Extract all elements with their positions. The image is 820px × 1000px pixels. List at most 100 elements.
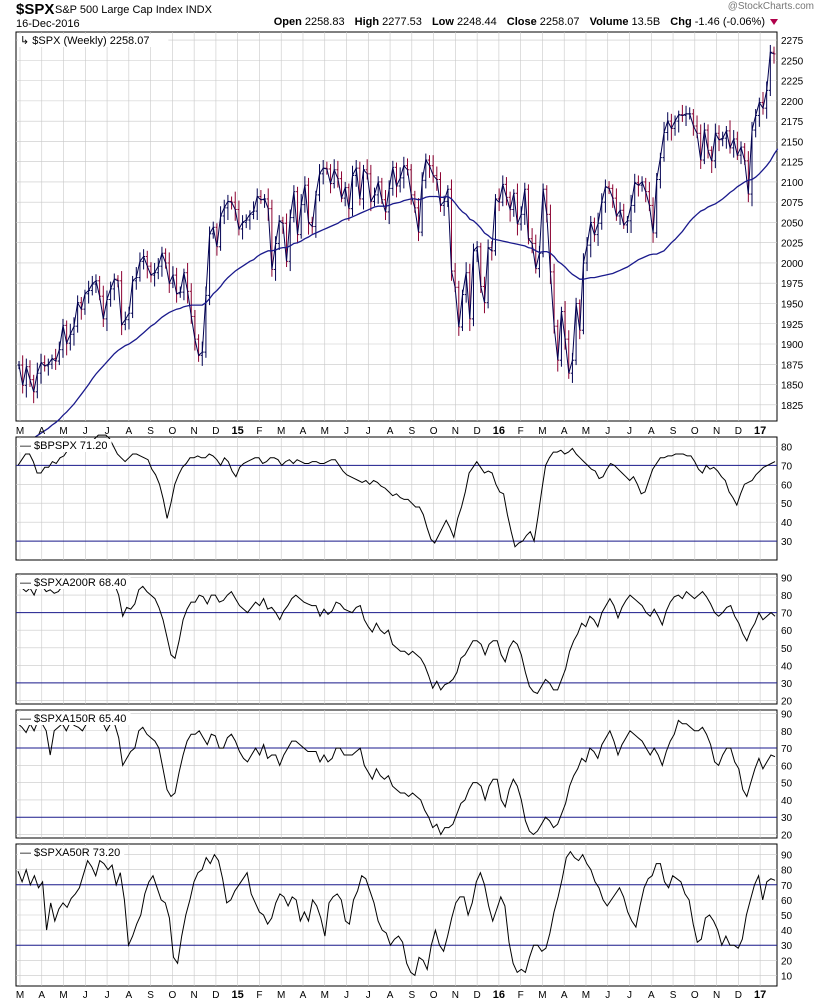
y-tick-label: 2125 bbox=[781, 158, 804, 169]
legend-box bbox=[18, 576, 131, 589]
legend-box bbox=[18, 846, 125, 859]
x-axis-label-bottom: 15 bbox=[232, 989, 244, 1000]
y-tick-label: 1925 bbox=[781, 320, 804, 331]
y-tick-label: 40 bbox=[781, 796, 793, 807]
x-axis-label-bottom: D bbox=[474, 990, 481, 1000]
x-axis-label-top: S bbox=[408, 426, 415, 437]
panel-4: 10 20 30 40 50 60 70 80 90 — $SPXA50R 73.20 bbox=[15, 843, 793, 987]
x-axis-label-top: S bbox=[147, 426, 154, 437]
x-axis-label-top: A bbox=[126, 426, 133, 437]
x-axis-label-top: D bbox=[212, 426, 219, 437]
y-tick-label: 40 bbox=[781, 661, 793, 672]
x-axis-label-top: N bbox=[452, 426, 459, 437]
y-tick-label: 70 bbox=[781, 744, 793, 755]
y-tick-label: 2100 bbox=[781, 178, 804, 189]
y-tick-label: 2200 bbox=[781, 97, 804, 108]
ohlc-summary: Open 2258.83 High 2277.53 Low 2248.44 Close… bbox=[274, 16, 772, 28]
x-axis-label-bottom: 17 bbox=[754, 989, 766, 1000]
x-axis-label-top: 15 bbox=[232, 425, 244, 437]
x-axis-label-top: N bbox=[191, 426, 198, 437]
high-label: High bbox=[354, 16, 380, 28]
panel-2: 20 30 40 50 60 70 80 90 — $SPXA200R 68.40 bbox=[15, 573, 793, 707]
y-tick-label: 10 bbox=[781, 971, 793, 982]
open-value: 2258.83 bbox=[304, 16, 345, 28]
x-axis-label-top: J bbox=[344, 426, 349, 437]
x-axis-label-bottom: S bbox=[147, 990, 154, 1000]
x-axis-label-top: N bbox=[713, 426, 720, 437]
x-axis-label-top: A bbox=[648, 426, 655, 437]
x-axis-label-bottom: J bbox=[605, 990, 610, 1000]
indicator-line bbox=[17, 580, 776, 695]
x-axis-label-top: A bbox=[561, 426, 568, 437]
y-tick-label: 60 bbox=[781, 761, 793, 772]
x-axis-label-bottom: O bbox=[430, 990, 438, 1000]
panel-frame bbox=[15, 573, 778, 705]
legend-box bbox=[18, 712, 131, 725]
legend-box bbox=[18, 439, 112, 452]
change-label: Chg bbox=[670, 16, 692, 28]
x-axis-label-bottom: J bbox=[105, 990, 110, 1000]
x-axis-label-top: F bbox=[256, 426, 262, 437]
x-axis-label-top: J bbox=[83, 426, 88, 437]
y-tick-label: 30 bbox=[781, 941, 793, 952]
chart-header: $SPX S&P 500 Large Cap Index INDX 16-Dec… bbox=[0, 0, 820, 32]
y-tick-label: 90 bbox=[781, 574, 793, 585]
y-tick-label: 50 bbox=[781, 499, 793, 510]
indicator-line bbox=[17, 850, 776, 977]
y-tick-label: 80 bbox=[781, 866, 793, 877]
x-axis-label-bottom: O bbox=[168, 990, 176, 1000]
y-tick-label: 30 bbox=[781, 679, 793, 690]
x-axis-label-bottom: N bbox=[452, 990, 459, 1000]
close-label: Close bbox=[506, 16, 537, 28]
x-axis-label-bottom: A bbox=[648, 990, 655, 1000]
x-axis-label-top: M bbox=[59, 426, 67, 437]
low-value: 2248.44 bbox=[456, 16, 497, 28]
indicator-line bbox=[17, 434, 776, 548]
x-axis-label-bottom: A bbox=[387, 990, 394, 1000]
x-axis-label-top: A bbox=[387, 426, 394, 437]
x-axis-label-bottom: J bbox=[344, 990, 349, 1000]
moving-average-line bbox=[18, 148, 779, 448]
y-tick-label: 80 bbox=[781, 442, 793, 453]
x-axis-label-bottom: M bbox=[59, 990, 67, 1000]
x-axis-label-top: F bbox=[518, 426, 524, 437]
x-axis-label-top: D bbox=[735, 426, 742, 437]
x-axis-label-bottom: F bbox=[518, 990, 524, 1000]
y-tick-label: 2025 bbox=[781, 239, 804, 250]
y-tick-label: 2050 bbox=[781, 218, 804, 229]
y-tick-label: 40 bbox=[781, 926, 793, 937]
x-axis-label-bottom: N bbox=[191, 990, 198, 1000]
open-label: Open bbox=[273, 16, 302, 28]
y-tick-label: 2000 bbox=[781, 259, 804, 270]
y-tick-label: 90 bbox=[781, 709, 793, 720]
y-tick-label: 30 bbox=[781, 537, 793, 548]
x-axis-label-bottom: 16 bbox=[493, 989, 505, 1000]
panel-legend: — $SPXA50R 73.20 bbox=[20, 847, 120, 859]
x-axis-label-top: A bbox=[300, 426, 307, 437]
symbol-title: $SPX bbox=[16, 1, 55, 18]
y-tick-label: 20 bbox=[781, 956, 793, 967]
x-axis-label-bottom: N bbox=[713, 990, 720, 1000]
panel-legend: ↳ $SPX (Weekly) 2258.07 bbox=[20, 35, 149, 47]
y-tick-label: 60 bbox=[781, 626, 793, 637]
y-tick-label: 60 bbox=[781, 896, 793, 907]
x-axis-label-top: J bbox=[627, 426, 632, 437]
y-tick-label: 80 bbox=[781, 727, 793, 738]
x-axis-label-top: M bbox=[582, 426, 590, 437]
y-tick-label: 1900 bbox=[781, 340, 804, 351]
y-tick-label: 80 bbox=[781, 591, 793, 602]
y-tick-label: 2075 bbox=[781, 198, 804, 209]
close-price-line bbox=[18, 51, 775, 392]
x-axis-label-bottom: S bbox=[408, 990, 415, 1000]
x-axis-label-top: 17 bbox=[754, 425, 766, 437]
y-tick-label: 70 bbox=[781, 609, 793, 620]
x-axis-label-top: J bbox=[105, 426, 110, 437]
y-tick-label: 1875 bbox=[781, 360, 804, 371]
x-axis-label-bottom: D bbox=[735, 990, 742, 1000]
panel-legend: — $SPXA200R 68.40 bbox=[20, 577, 126, 589]
x-axis-label-bottom: A bbox=[300, 990, 307, 1000]
panel-frame bbox=[15, 709, 778, 839]
y-tick-label: 50 bbox=[781, 644, 793, 655]
x-axis-label-top: M bbox=[277, 426, 285, 437]
x-axis-label-bottom: M bbox=[582, 990, 590, 1000]
